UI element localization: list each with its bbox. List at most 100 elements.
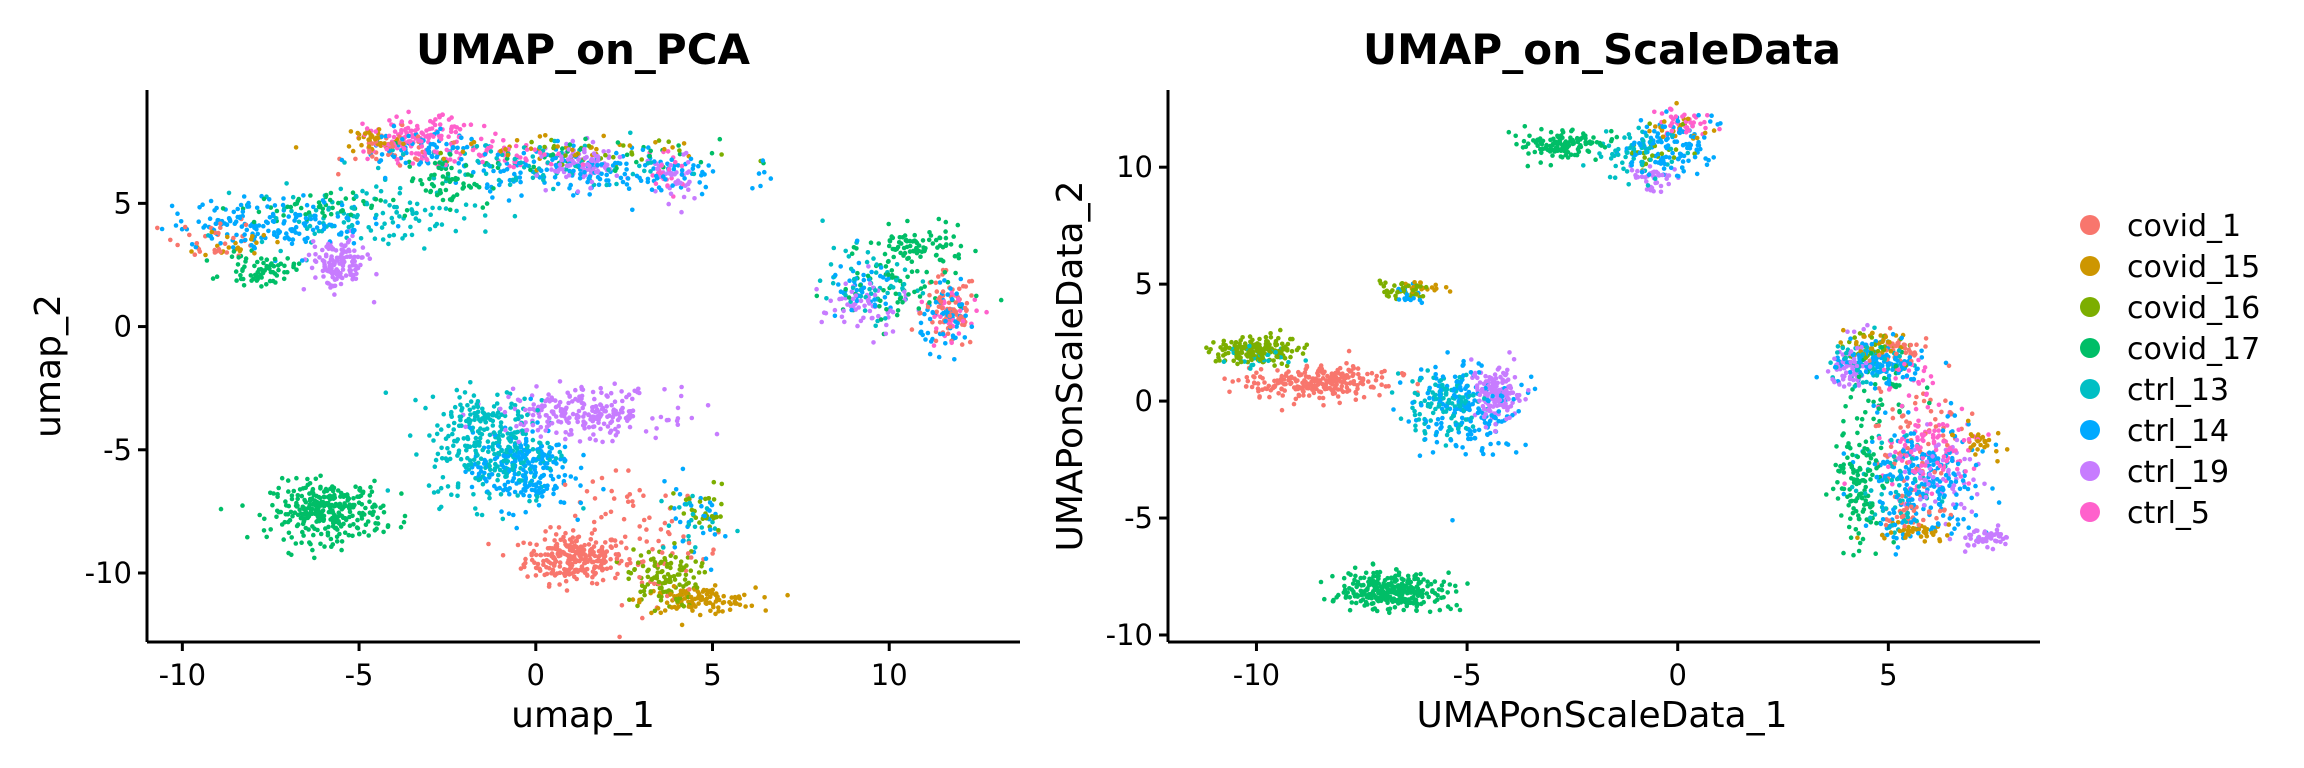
data-point-covid_17: [905, 274, 910, 280]
data-point-covid_17: [330, 524, 336, 529]
data-point-ctrl_5: [931, 343, 937, 348]
data-point-ctrl_14: [425, 147, 430, 153]
data-point-covid_1: [218, 221, 223, 226]
data-point-ctrl_19: [1902, 469, 1908, 475]
data-point-ctrl_19: [612, 381, 617, 387]
data-point-ctrl_14: [379, 152, 385, 157]
data-point-covid_17: [560, 146, 565, 151]
data-point-ctrl_5: [501, 138, 506, 143]
data-point-covid_17: [353, 484, 358, 490]
data-point-ctrl_13: [686, 522, 692, 527]
data-point-covid_1: [584, 489, 590, 494]
data-point-covid_15: [742, 592, 747, 598]
data-point-ctrl_13: [497, 430, 503, 435]
data-point-covid_17: [350, 190, 356, 195]
data-point-ctrl_13: [500, 433, 506, 438]
data-point-covid_1: [583, 554, 588, 560]
data-point-ctrl_14: [927, 351, 933, 357]
data-point-ctrl_19: [608, 420, 613, 426]
data-point-ctrl_14: [1406, 419, 1411, 424]
data-point-ctrl_14: [267, 215, 273, 220]
data-point-ctrl_14: [233, 219, 239, 224]
data-point-ctrl_14: [1863, 523, 1869, 528]
data-point-ctrl_19: [360, 245, 366, 250]
data-point-covid_17: [916, 306, 922, 311]
data-point-covid_17: [363, 522, 369, 527]
data-point-ctrl_14: [872, 303, 878, 309]
data-point-ctrl_19: [662, 387, 667, 392]
data-point-ctrl_13: [473, 435, 479, 441]
data-point-covid_17: [260, 270, 266, 276]
data-point-covid_17: [909, 259, 915, 265]
data-point-ctrl_13: [378, 188, 384, 194]
data-point-ctrl_14: [459, 157, 464, 162]
data-point-ctrl_14: [680, 538, 686, 544]
data-point-ctrl_19: [839, 314, 845, 320]
data-point-ctrl_5: [399, 119, 405, 124]
data-point-ctrl_19: [828, 298, 833, 304]
data-point-ctrl_19: [312, 244, 318, 250]
data-point-covid_16: [699, 564, 704, 569]
data-point-ctrl_14: [1523, 442, 1528, 448]
data-point-ctrl_13: [545, 440, 550, 446]
data-point-ctrl_19: [679, 209, 684, 215]
data-point-ctrl_14: [339, 202, 345, 208]
data-point-covid_1: [527, 541, 533, 546]
data-point-ctrl_14: [490, 195, 495, 200]
data-point-ctrl_19: [609, 402, 614, 408]
data-point-ctrl_14: [854, 287, 860, 293]
data-point-covid_15: [505, 152, 511, 158]
data-point-ctrl_14: [463, 469, 468, 475]
data-point-ctrl_14: [506, 198, 512, 203]
data-point-covid_17: [440, 181, 445, 186]
data-point-ctrl_14: [539, 494, 545, 499]
data-point-covid_17: [399, 491, 404, 496]
data-point-ctrl_13: [512, 213, 518, 219]
data-point-covid_16: [697, 499, 703, 504]
data-point-covid_17: [276, 267, 281, 273]
data-point-covid_17: [372, 528, 378, 533]
data-point-ctrl_14: [1528, 374, 1534, 380]
data-point-covid_17: [974, 293, 979, 299]
data-point-ctrl_13: [512, 430, 517, 435]
data-point-ctrl_14: [562, 473, 568, 478]
data-point-ctrl_14: [518, 179, 523, 185]
data-point-covid_17: [350, 503, 356, 509]
data-point-ctrl_13: [495, 477, 500, 483]
data-point-covid_17: [297, 507, 303, 512]
data-point-ctrl_13: [547, 466, 553, 472]
data-point-covid_16: [639, 157, 644, 162]
data-point-ctrl_5: [956, 331, 962, 336]
data-point-ctrl_19: [620, 409, 625, 415]
data-point-ctrl_14: [513, 459, 518, 464]
data-point-ctrl_14: [551, 459, 556, 465]
data-point-ctrl_13: [648, 169, 653, 174]
data-point-ctrl_13: [873, 323, 878, 329]
data-point-covid_17: [531, 164, 536, 170]
data-point-ctrl_19: [568, 154, 573, 159]
data-point-ctrl_14: [562, 444, 568, 450]
data-point-ctrl_13: [692, 524, 698, 530]
data-point-ctrl_13: [465, 455, 470, 461]
data-point-ctrl_14: [270, 211, 276, 217]
data-point-ctrl_5: [408, 139, 413, 144]
data-point-ctrl_19: [871, 340, 876, 345]
data-point-ctrl_14: [553, 483, 558, 489]
data-point-covid_17: [302, 497, 307, 503]
data-point-covid_17: [328, 211, 334, 217]
data-point-ctrl_19: [832, 307, 838, 313]
data-point-covid_17: [1861, 388, 1867, 394]
data-point-ctrl_14: [487, 189, 493, 194]
data-point-ctrl_14: [521, 467, 526, 473]
data-point-ctrl_14: [578, 483, 583, 488]
data-point-covid_1: [216, 230, 221, 236]
data-point-ctrl_13: [435, 489, 441, 494]
data-point-ctrl_19: [556, 167, 562, 172]
data-point-covid_1: [451, 140, 457, 145]
data-point-ctrl_19: [502, 409, 508, 415]
data-point-ctrl_19: [866, 264, 871, 269]
data-point-covid_15: [713, 592, 718, 598]
data-point-ctrl_5: [653, 181, 659, 186]
data-point-covid_15: [732, 601, 738, 606]
data-point-ctrl_13: [431, 175, 437, 181]
